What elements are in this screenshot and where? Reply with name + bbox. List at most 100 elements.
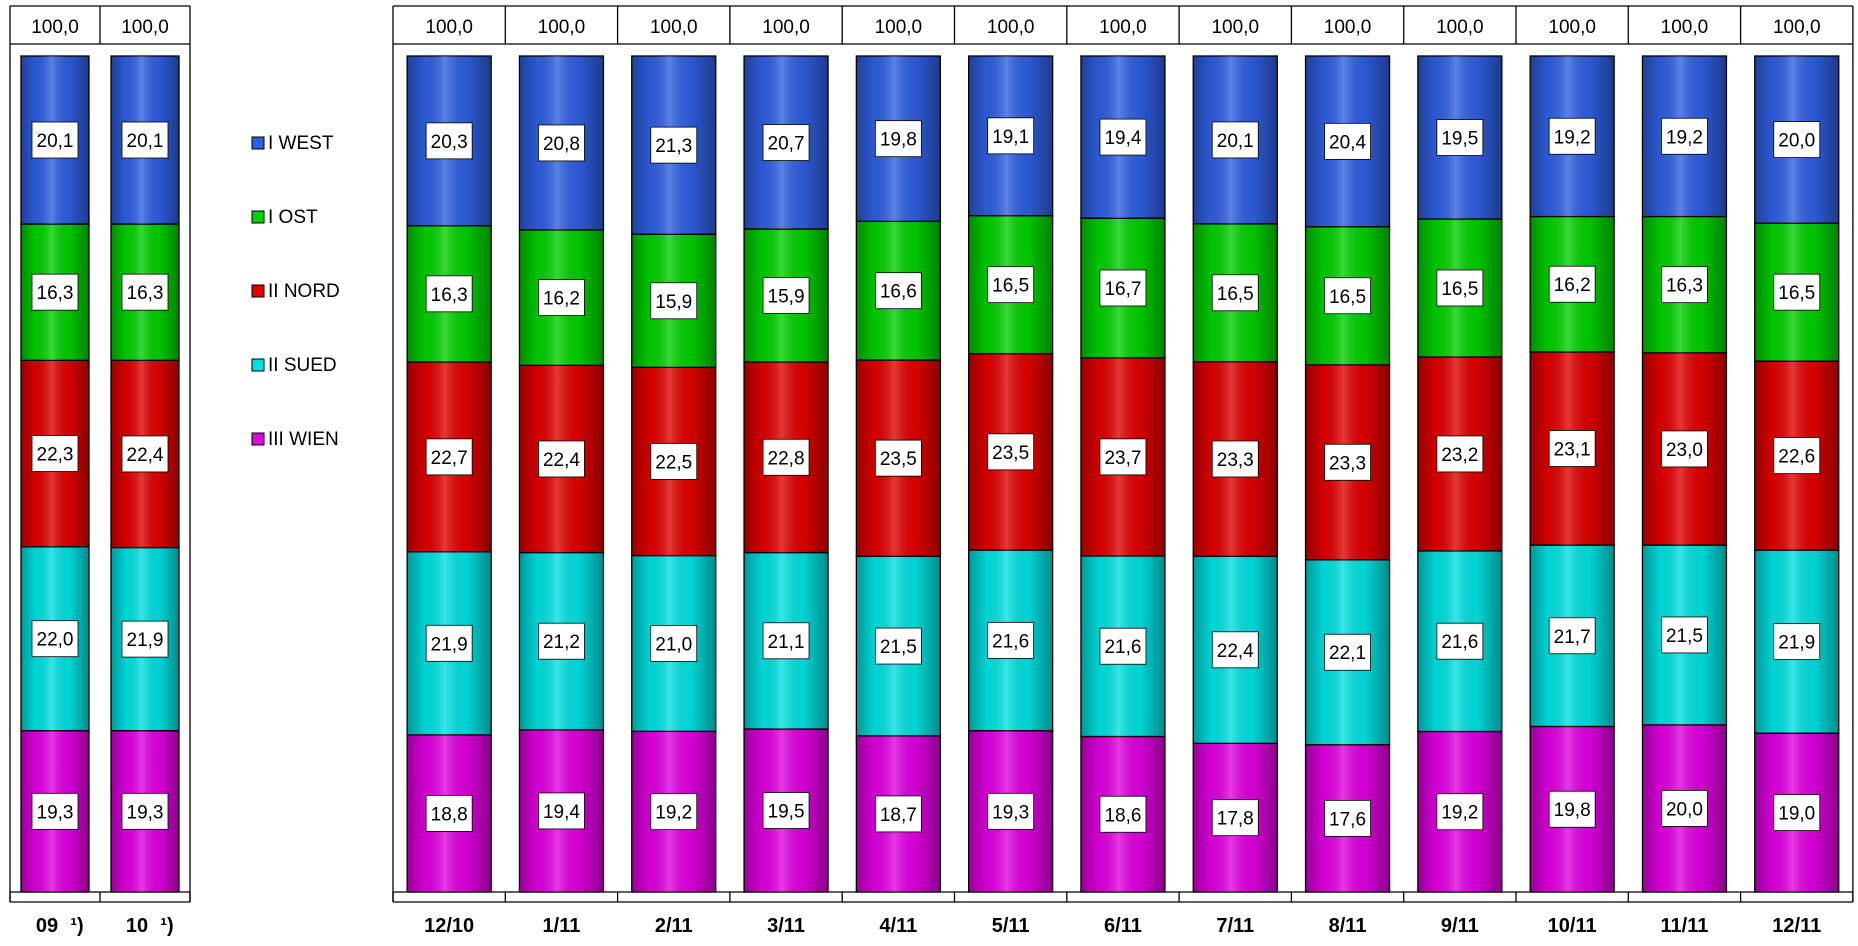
data-label-box xyxy=(1436,119,1484,156)
total-label: 100,0 xyxy=(31,17,79,38)
data-label-box xyxy=(538,792,585,830)
data-label-box xyxy=(1661,616,1708,654)
data-label-box xyxy=(1661,790,1708,827)
data-label: 20,4 xyxy=(1329,132,1366,153)
x-tick-label: 2/11 xyxy=(655,915,693,937)
data-label: 22,5 xyxy=(655,452,692,473)
total-label: 100,0 xyxy=(121,17,169,38)
data-label: 22,4 xyxy=(543,450,580,471)
data-label: 17,8 xyxy=(1217,809,1254,830)
data-label-box xyxy=(121,273,169,311)
data-label-box xyxy=(538,124,585,162)
total-label: 100,0 xyxy=(1211,17,1259,38)
data-label-box xyxy=(874,120,922,158)
data-label-box xyxy=(1099,627,1147,665)
data-label-box xyxy=(538,440,585,478)
x-tick-label: 7/11 xyxy=(1216,915,1254,937)
data-label-box xyxy=(425,795,473,832)
data-label-box xyxy=(1324,122,1371,160)
data-label-box xyxy=(425,438,473,476)
x-tick-label: 12/10 xyxy=(424,915,474,937)
data-label: 22,4 xyxy=(127,445,164,466)
data-label-box xyxy=(31,792,79,830)
data-label-box xyxy=(1436,269,1484,307)
data-label-box xyxy=(1661,266,1708,304)
x-tick-label: 12/11 xyxy=(1772,915,1821,937)
data-label: 23,7 xyxy=(1104,448,1141,469)
data-label-box xyxy=(1099,795,1147,833)
data-label-box xyxy=(1773,273,1821,311)
data-label: 21,2 xyxy=(543,632,580,653)
data-label: 22,3 xyxy=(37,445,74,466)
data-label-box xyxy=(1661,117,1708,155)
x-tick-label: 1/11 xyxy=(543,915,581,937)
data-label-box xyxy=(1099,269,1147,307)
legend-label: III WIEN xyxy=(268,429,339,450)
data-label: 22,0 xyxy=(37,630,74,651)
data-label: 21,5 xyxy=(1666,626,1703,647)
data-label: 23,1 xyxy=(1554,440,1591,461)
legend-swatch xyxy=(251,358,265,372)
x-tick-label: 8/11 xyxy=(1329,915,1367,937)
data-label-box xyxy=(1436,622,1484,660)
data-label-box xyxy=(650,793,698,831)
bar-segments xyxy=(20,55,1840,893)
data-label-box xyxy=(31,435,79,472)
data-label: 19,3 xyxy=(992,802,1029,823)
data-label: 19,5 xyxy=(1441,129,1478,150)
data-label-box xyxy=(538,622,585,660)
data-label-box xyxy=(762,438,810,476)
data-label: 19,2 xyxy=(655,803,692,824)
legend-label: II NORD xyxy=(268,281,340,302)
data-label: 15,9 xyxy=(655,292,692,313)
data-label: 19,1 xyxy=(992,127,1029,148)
data-label-box xyxy=(874,272,922,310)
legend-label: I OST xyxy=(268,207,318,228)
data-label: 16,7 xyxy=(1104,279,1141,300)
data-label-box xyxy=(121,121,169,159)
data-label-box xyxy=(987,117,1035,155)
data-label: 18,6 xyxy=(1104,805,1141,826)
data-label: 18,7 xyxy=(880,805,917,826)
x-tick-label: 10 xyxy=(126,915,148,937)
data-label: 16,2 xyxy=(543,289,580,310)
data-label-box xyxy=(425,275,473,313)
data-label-box xyxy=(762,277,810,314)
total-label: 100,0 xyxy=(425,17,473,38)
data-label: 23,5 xyxy=(880,449,917,470)
total-label: 100,0 xyxy=(1661,17,1709,38)
data-label: 15,9 xyxy=(768,287,805,308)
legend-swatch xyxy=(251,284,265,298)
data-label-box xyxy=(874,439,922,477)
data-label-box xyxy=(650,282,698,320)
data-label-box xyxy=(1436,793,1484,831)
data-label: 18,8 xyxy=(431,804,468,825)
x-tick-label: 5/11 xyxy=(992,915,1030,937)
data-label: 21,3 xyxy=(655,136,692,157)
data-label: 23,0 xyxy=(1666,440,1703,461)
data-label: 21,0 xyxy=(655,634,692,655)
data-label-box xyxy=(1548,790,1596,828)
data-label-box xyxy=(1548,430,1596,467)
data-label-box xyxy=(1324,633,1371,671)
data-label-box xyxy=(1773,623,1821,661)
data-label-box xyxy=(425,624,473,662)
data-label: 23,5 xyxy=(992,443,1029,464)
data-label-box xyxy=(1099,438,1147,476)
data-label-box xyxy=(1211,631,1259,669)
data-label: 22,1 xyxy=(1329,643,1366,664)
data-label-box xyxy=(987,266,1035,304)
data-label-box xyxy=(987,433,1035,471)
data-label: 16,5 xyxy=(1778,283,1815,304)
total-label: 100,0 xyxy=(538,17,586,38)
data-label-box xyxy=(987,621,1035,659)
data-label: 22,4 xyxy=(1217,641,1254,662)
data-label: 21,7 xyxy=(1554,627,1591,648)
data-label: 22,8 xyxy=(768,448,805,469)
data-label-box xyxy=(762,124,810,161)
total-label: 100,0 xyxy=(650,17,698,38)
data-label-box xyxy=(874,795,922,833)
data-label: 20,1 xyxy=(37,131,74,152)
x-tick-label: 9/11 xyxy=(1441,915,1479,937)
total-label: 100,0 xyxy=(875,17,923,38)
